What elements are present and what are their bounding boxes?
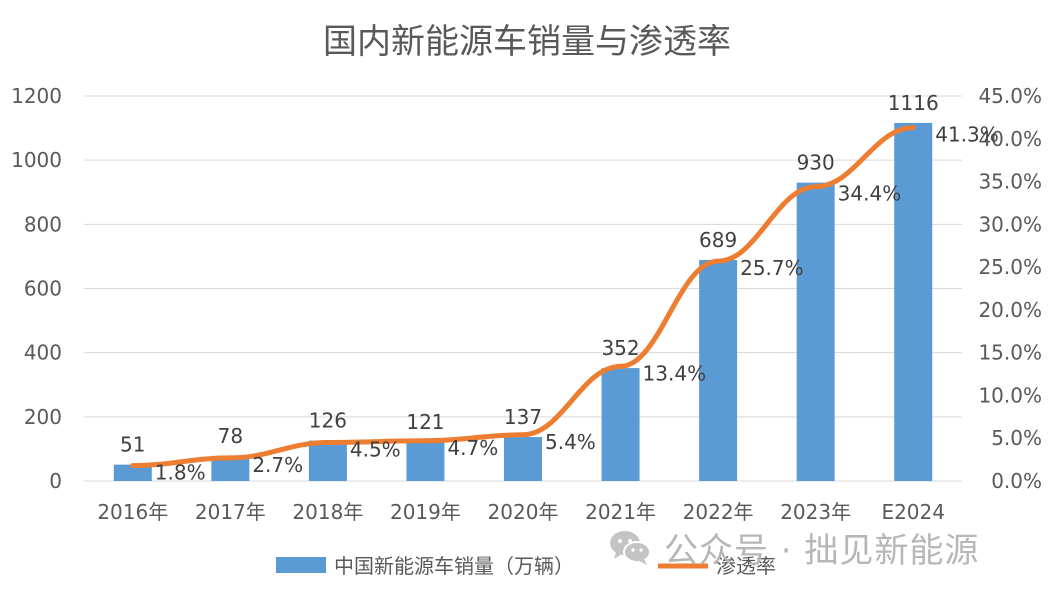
y-right-tick-label: 35.0% (978, 170, 1042, 194)
bar (894, 122, 933, 481)
line-data-label: 41.3% (935, 123, 999, 147)
bar (406, 442, 445, 481)
bar-data-label: 126 (309, 409, 347, 433)
line-series (130, 125, 916, 469)
y-right-tick-label: 30.0% (978, 212, 1042, 236)
x-tick-label: 2017年 (195, 500, 266, 524)
bar-data-label: 51 (120, 433, 145, 457)
y-left-tick-label: 400 (24, 341, 62, 365)
line-point (813, 184, 819, 190)
bar (699, 259, 738, 481)
y-right-tick-label: 0.0% (991, 469, 1042, 493)
line-point (715, 258, 721, 264)
line-point (618, 363, 624, 369)
line-data-label: 25.7% (740, 256, 804, 280)
line-point (520, 432, 526, 438)
legend-label-bar: 中国新能源车销量（万辆） (334, 554, 574, 578)
line-data-label: 4.7% (447, 436, 498, 460)
line-data-label: 5.4% (545, 430, 596, 454)
wechat-logo-icon (610, 531, 651, 565)
x-tick-label: E2024 (881, 500, 945, 524)
legend-swatch-bar (276, 557, 326, 573)
line-data-label: 1.8% (155, 461, 206, 485)
x-tick-label: 2018年 (292, 500, 363, 524)
line-data-label: 13.4% (643, 361, 707, 385)
y-right-tick-label: 25.0% (978, 255, 1042, 279)
bar-data-label: 78 (218, 424, 243, 448)
line-point (910, 125, 916, 131)
x-tick-label: 2019年 (390, 500, 461, 524)
line-data-label: 4.5% (350, 438, 401, 462)
x-tick-label: 2016年 (97, 500, 168, 524)
line-point (422, 438, 428, 444)
bar-data-label: 352 (601, 336, 639, 360)
bar-data-label: 121 (406, 410, 444, 434)
y-left-tick-label: 800 (24, 212, 62, 236)
line-data-label: 2.7% (252, 453, 303, 477)
line-point (130, 463, 136, 469)
bar (504, 437, 542, 481)
y-left-tick-label: 1000 (11, 148, 62, 172)
y-right-tick-label: 45.0% (978, 84, 1042, 108)
watermark: 公众号 · 拙见新能源 (606, 523, 979, 571)
bar (796, 182, 835, 481)
bar (308, 440, 347, 481)
watermark-text: 公众号 · 拙见新能源 (664, 530, 980, 571)
legend-label-line: 渗透率 (716, 554, 776, 578)
x-tick-label: 2021年 (585, 500, 656, 524)
x-tick-label: 2023年 (780, 500, 851, 524)
y-right-tick-label: 15.0% (978, 341, 1042, 365)
bar (601, 368, 640, 481)
y-right-tick-label: 5.0% (991, 426, 1042, 450)
x-tick-label: 2022年 (683, 500, 754, 524)
bar-data-label: 1116 (888, 91, 939, 115)
bar-data-label: 930 (797, 151, 835, 175)
bar (113, 464, 152, 481)
bar-data-label: 137 (504, 405, 542, 429)
y-left-tick-label: 1200 (11, 84, 62, 108)
y-left-tick-label: 200 (24, 405, 62, 429)
y-left-tick-label: 0 (49, 469, 62, 493)
chart-title: 国内新能源车销量与渗透率 (323, 22, 731, 62)
y-left-tick-label: 600 (24, 277, 62, 301)
y-right-tick-label: 10.0% (978, 383, 1042, 407)
y-right-tick-label: 40.0% (978, 127, 1042, 151)
line-point (325, 440, 331, 445)
line-data-label: 34.4% (838, 182, 902, 206)
y-right-tick-label: 20.0% (978, 298, 1042, 322)
x-tick-label: 2020年 (488, 500, 559, 524)
bar-data-label: 689 (699, 228, 737, 252)
line-point (227, 455, 233, 461)
